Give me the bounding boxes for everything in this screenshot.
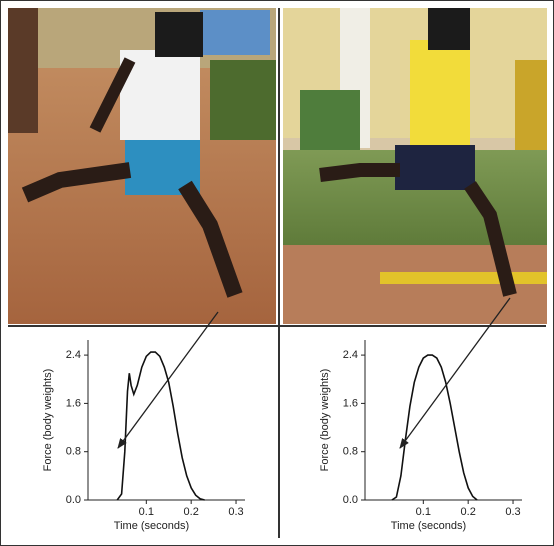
y-tick-label: 0.8 <box>66 446 81 458</box>
y-tick-label: 1.6 <box>66 397 81 409</box>
page: 0.0 0.8 1.6 2.4 0.1 0.2 0.3 Time (seconds) Force… <box>0 0 554 546</box>
x-tick-label: 0.2 <box>461 506 476 518</box>
y-tick-label: 0.8 <box>343 446 358 458</box>
y-axis-label: Force (body weights) <box>319 369 331 472</box>
figure: 0.0 0.8 1.6 2.4 0.1 0.2 0.3 Time (seconds) Force… <box>0 0 554 546</box>
y-tick-label: 0.0 <box>343 494 358 506</box>
photo-right <box>283 8 547 324</box>
x-axis-label: Time (seconds) <box>114 520 189 532</box>
y-tick-label: 2.4 <box>343 349 358 361</box>
y-tick-label: 1.6 <box>343 397 358 409</box>
photo-left <box>8 8 276 324</box>
y-axis-label: Force (body weights) <box>42 369 54 472</box>
x-tick-label: 0.2 <box>184 506 199 518</box>
x-tick-label: 0.3 <box>505 506 520 518</box>
x-tick-label: 0.1 <box>139 506 154 518</box>
x-axis-label: Time (seconds) <box>391 520 466 532</box>
x-tick-label: 0.3 <box>228 506 243 518</box>
x-tick-label: 0.1 <box>416 506 431 518</box>
y-tick-label: 0.0 <box>66 494 81 506</box>
y-tick-label: 2.4 <box>66 349 81 361</box>
